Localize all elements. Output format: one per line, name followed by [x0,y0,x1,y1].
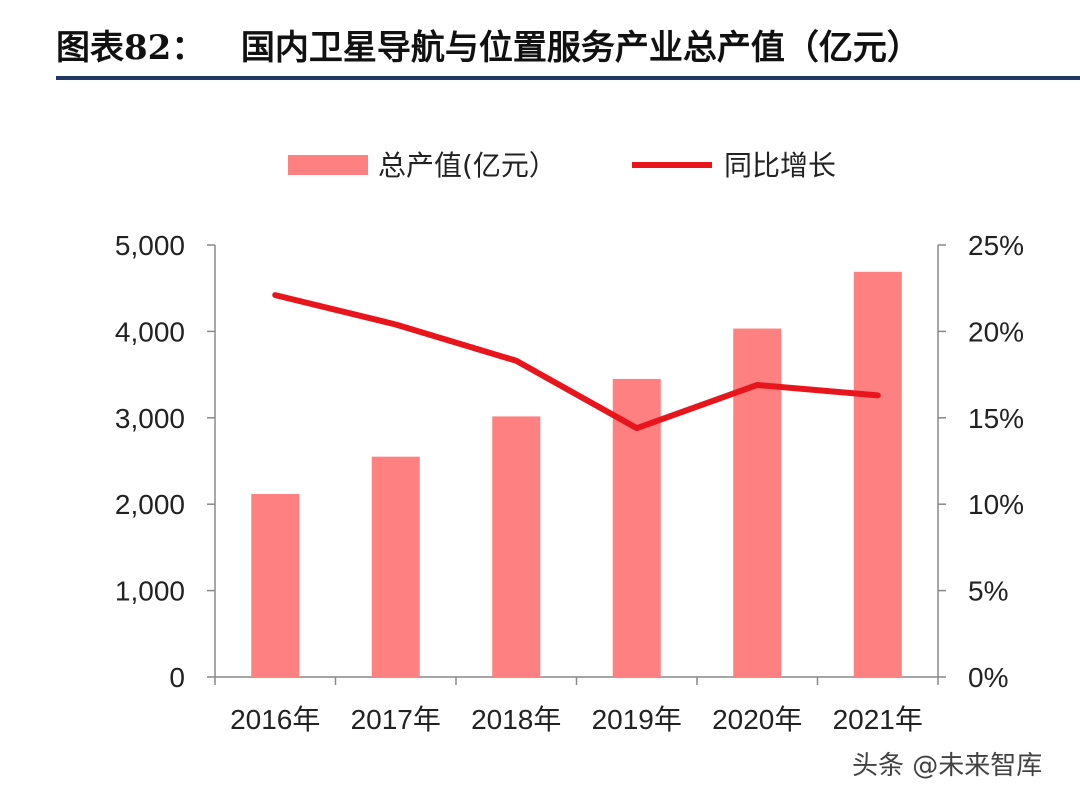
legend-bar-swatch [288,155,368,175]
bar-2017年 [371,456,420,677]
bar-2018年 [492,416,541,677]
x-tick-label: 2018年 [471,704,561,735]
right-tick-label: 0% [968,662,1008,693]
right-tick-label: 25% [968,230,1024,261]
legend-line-label: 同比增长 [724,149,836,182]
bar-2020年 [733,328,782,677]
figure-title: 图表82： 国内卫星导航与位置服务产业总产值（亿元） [56,28,921,68]
legend-bar-label: 总产值(亿元） [378,149,557,182]
right-tick-label: 5% [968,576,1008,607]
right-tick-label: 20% [968,316,1024,347]
left-tick-label: 5,000 [115,230,185,261]
left-tick-label: 3,000 [115,403,185,434]
left-tick-label: 0 [169,662,185,693]
right-tick-label: 15% [968,403,1024,434]
title-rule [56,76,1080,80]
x-tick-label: 2020年 [712,704,802,735]
left-tick-label: 4,000 [115,316,185,347]
left-tick-label: 1,000 [115,576,185,607]
x-tick-label: 2017年 [351,704,441,735]
bar-2021年 [853,271,902,677]
growth-line [272,292,881,432]
x-tick-label: 2016年 [230,704,320,735]
right-tick-label: 10% [968,489,1024,520]
x-tick-label: 2019年 [592,704,682,735]
watermark: 头条 @未来智库 [852,751,1043,781]
x-tick-label: 2021年 [833,704,923,735]
left-tick-label: 2,000 [115,489,185,520]
bar-2016年 [251,494,300,677]
